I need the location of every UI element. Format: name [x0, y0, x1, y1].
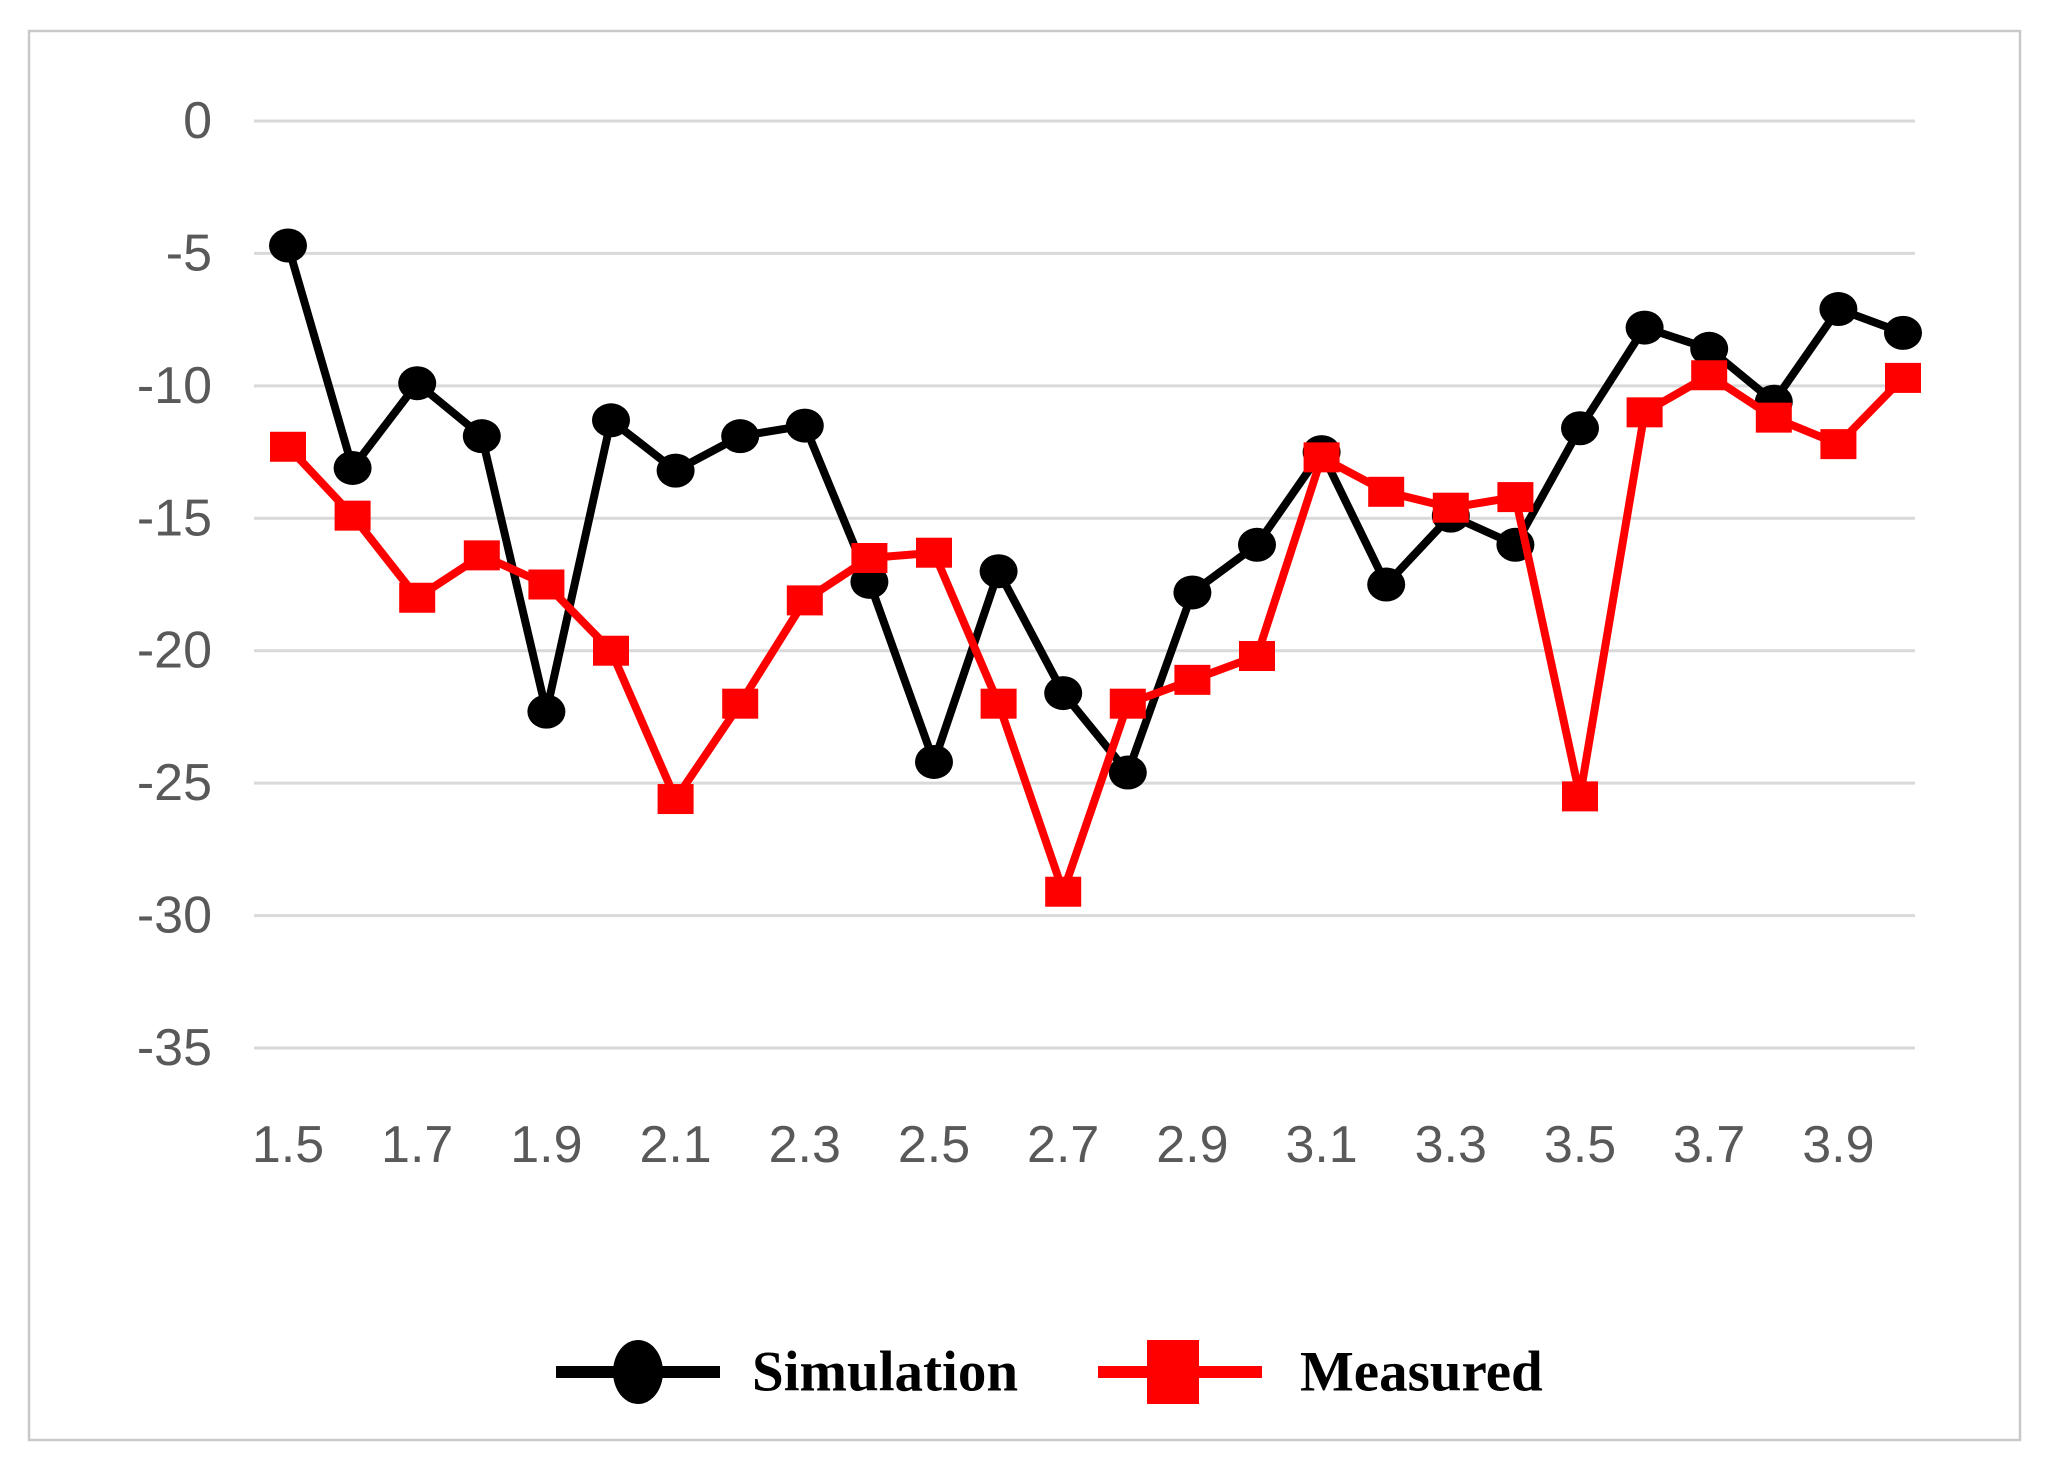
simulation-marker	[1690, 331, 1729, 366]
measured-marker	[1885, 362, 1921, 393]
measured-marker	[1691, 360, 1728, 391]
legend-simulation-circle-icon	[613, 1340, 663, 1404]
x-axis-tick-label: 1.5	[252, 1116, 324, 1174]
x-axis-tick-label: 1.7	[381, 1116, 453, 1174]
simulation-marker	[850, 564, 889, 599]
measured-marker	[1820, 429, 1857, 460]
measured-marker	[1626, 397, 1663, 428]
measured-marker	[1174, 664, 1211, 695]
gridlines	[254, 119, 1915, 1050]
y-axis-tick-label: -35	[137, 1019, 212, 1077]
series-simulation	[269, 228, 1922, 790]
simulation-marker	[527, 694, 566, 729]
measured-marker	[916, 537, 952, 568]
x-axis-tick-label: 3.1	[1285, 1116, 1357, 1174]
simulation-marker	[462, 419, 501, 454]
measured-marker	[1109, 688, 1146, 719]
measured-marker	[1562, 781, 1598, 812]
simulation-marker	[721, 419, 760, 454]
x-axis-labels: 1.5 1.7 1.9 2.1 2.3 2.5 2.7 2.9 3.1 3.3 3.5 3.7 3.9	[252, 1116, 1875, 1174]
measured-marker	[1497, 482, 1534, 513]
measured-marker	[399, 582, 436, 613]
series-measured	[270, 360, 1921, 907]
x-axis-tick-label: 2.1	[639, 1116, 711, 1174]
measured-marker	[1045, 876, 1082, 907]
legend-label-measured: Measured	[1300, 1341, 1543, 1404]
legend-label-simulation: Simulation	[752, 1341, 1018, 1404]
simulation-marker	[915, 744, 953, 779]
x-axis-tick-label: 2.5	[898, 1116, 970, 1174]
measured-marker	[593, 635, 629, 666]
figure-border	[27, 29, 2022, 1442]
y-axis-tick-label: -5	[166, 224, 212, 282]
measured-marker	[1239, 641, 1275, 672]
x-axis-tick-label: 3.3	[1415, 1116, 1487, 1174]
simulation-marker	[1819, 292, 1858, 327]
measured-marker	[463, 540, 500, 571]
simulation-marker	[656, 453, 695, 488]
measured-marker	[1368, 476, 1405, 507]
simulation-marker	[1108, 755, 1147, 790]
legend: Simulation Measured	[556, 1340, 1543, 1404]
simulation-marker	[785, 408, 824, 443]
simulation-marker	[1884, 315, 1922, 350]
simulation-marker	[1561, 411, 1599, 446]
y-axis-tick-label: -20	[137, 622, 212, 680]
y-axis-labels: 0 -5 -10 -15 -20 -25 -30 -35	[137, 92, 212, 1077]
measured-marker	[657, 784, 694, 815]
measured-marker	[1303, 442, 1340, 473]
simulation-marker	[1367, 567, 1406, 602]
y-axis-tick-label: -30	[137, 887, 212, 945]
measured-marker	[1432, 492, 1469, 523]
measured-marker	[270, 431, 306, 462]
x-axis-tick-label: 2.9	[1156, 1116, 1228, 1174]
x-axis-tick-label: 1.9	[510, 1116, 582, 1174]
simulation-marker	[1044, 676, 1083, 711]
x-axis-tick-label: 3.7	[1673, 1116, 1745, 1174]
simulation-marker	[333, 450, 372, 485]
measured-marker	[722, 688, 759, 719]
simulation-marker	[269, 228, 307, 263]
simulation-marker	[1625, 310, 1664, 345]
y-axis-tick-label: 0	[183, 92, 212, 150]
measured-marker	[980, 688, 1017, 719]
measured-marker	[528, 569, 565, 600]
measured-marker	[334, 500, 371, 531]
legend-measured-square-icon	[1147, 1340, 1199, 1404]
y-axis-tick-label: -10	[137, 357, 212, 415]
measured-marker	[1755, 402, 1792, 433]
simulation-marker	[1173, 575, 1212, 610]
simulation-line	[284, 241, 1907, 777]
simulation-marker	[592, 403, 630, 438]
x-axis-tick-label: 3.5	[1544, 1116, 1616, 1174]
y-axis-tick-label: -25	[137, 754, 212, 812]
simulation-marker	[1238, 527, 1276, 562]
x-axis-tick-label: 2.3	[769, 1116, 841, 1174]
measured-marker	[786, 585, 823, 616]
x-axis-tick-label: 3.9	[1802, 1116, 1874, 1174]
measured-marker	[851, 543, 888, 574]
y-axis-tick-label: -15	[137, 489, 212, 547]
simulation-marker	[979, 554, 1018, 589]
simulation-marker	[398, 366, 437, 401]
x-axis-tick-label: 2.7	[1027, 1116, 1099, 1174]
